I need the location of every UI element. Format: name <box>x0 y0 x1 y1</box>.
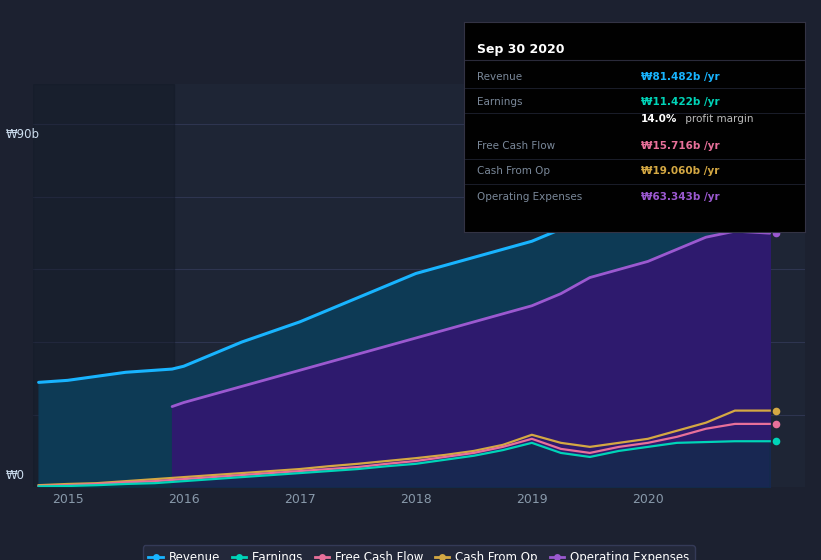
Text: Revenue: Revenue <box>478 72 523 82</box>
Text: Cash From Op: Cash From Op <box>478 166 551 176</box>
Text: profit margin: profit margin <box>682 114 754 124</box>
Text: ₩19.060b /yr: ₩19.060b /yr <box>641 166 719 176</box>
Text: 14.0%: 14.0% <box>641 114 677 124</box>
Bar <box>33 84 174 487</box>
Text: Operating Expenses: Operating Expenses <box>478 192 583 202</box>
Text: Earnings: Earnings <box>478 97 523 107</box>
Text: Sep 30 2020: Sep 30 2020 <box>478 44 565 57</box>
Text: Free Cash Flow: Free Cash Flow <box>478 141 556 151</box>
Legend: Revenue, Earnings, Free Cash Flow, Cash From Op, Operating Expenses: Revenue, Earnings, Free Cash Flow, Cash … <box>143 545 695 560</box>
Text: ₩15.716b /yr: ₩15.716b /yr <box>641 141 720 151</box>
Text: ₩0: ₩0 <box>6 469 25 482</box>
Text: ₩63.343b /yr: ₩63.343b /yr <box>641 192 720 202</box>
Text: ₩90b: ₩90b <box>6 128 40 141</box>
Text: ₩81.482b /yr: ₩81.482b /yr <box>641 72 720 82</box>
Text: ₩11.422b /yr: ₩11.422b /yr <box>641 97 720 107</box>
